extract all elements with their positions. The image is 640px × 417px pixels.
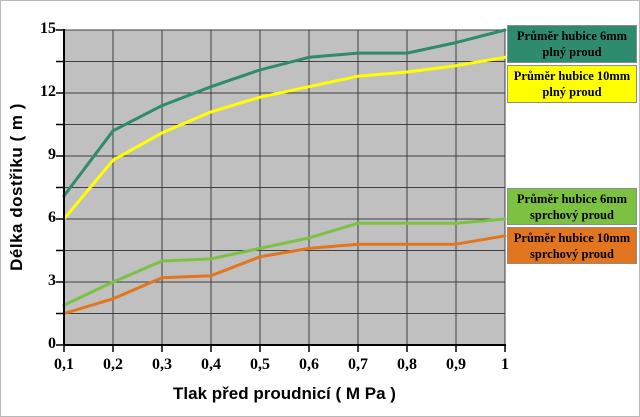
x-tick-label: 0,3	[152, 356, 172, 373]
legend-item-label: plný proud	[542, 44, 602, 59]
series-line	[62, 217, 507, 307]
legend-item-10mm-plny-proud: Průměr hubice 10mm plný proud	[507, 65, 637, 103]
legend-item-label: Průměr hubice 6mm	[516, 29, 628, 43]
legend-item-10mm-sprchovy-proud: Průměr hubice 10mm sprchový proud	[507, 227, 637, 264]
legend: Průměr hubice 6mm plný proud Průměr hubi…	[507, 1, 639, 416]
x-tick-label: 0,8	[397, 356, 417, 373]
x-tick-label: 0,4	[201, 356, 221, 373]
legend-item-label: sprchový proud	[530, 207, 614, 222]
legend-item-label: plný proud	[542, 84, 602, 99]
x-tick-label: 0,5	[250, 356, 270, 373]
series-line	[62, 234, 507, 315]
y-tick-label: 3	[48, 272, 56, 289]
legend-item-label: sprchový proud	[530, 246, 614, 261]
y-tick-label: 6	[48, 209, 56, 226]
x-tick-label: 0,6	[299, 356, 319, 373]
y-tick-label: 15	[40, 20, 56, 37]
legend-item-6mm-plny-proud: Průměr hubice 6mm plný proud	[507, 25, 637, 63]
y-tick-label: 0	[48, 335, 56, 352]
legend-item-label: Průměr hubice 6mm	[516, 192, 628, 206]
x-axis-title: Tlak před proudnicí ( M Pa )	[173, 384, 396, 403]
y-tick-label: 12	[40, 83, 56, 100]
legend-item-label: Průměr hubice 10mm	[513, 231, 631, 245]
series-line	[62, 28, 507, 198]
x-tick-label: 0,1	[54, 356, 74, 373]
legend-item-6mm-sprchovy-proud: Průměr hubice 6mm sprchový proud	[507, 188, 637, 225]
x-tick-label: 0,7	[348, 356, 368, 373]
plot-area	[56, 28, 507, 352]
x-tick-label: 0,2	[103, 356, 123, 373]
x-tick-label: 0,9	[446, 356, 466, 373]
legend-item-label: Průměr hubice 10mm	[513, 69, 631, 83]
y-tick-label: 9	[48, 146, 56, 163]
x-tick-label: 1	[501, 356, 509, 373]
series-line	[62, 55, 507, 221]
y-axis-title: Délka dostřiku ( m )	[7, 103, 26, 271]
